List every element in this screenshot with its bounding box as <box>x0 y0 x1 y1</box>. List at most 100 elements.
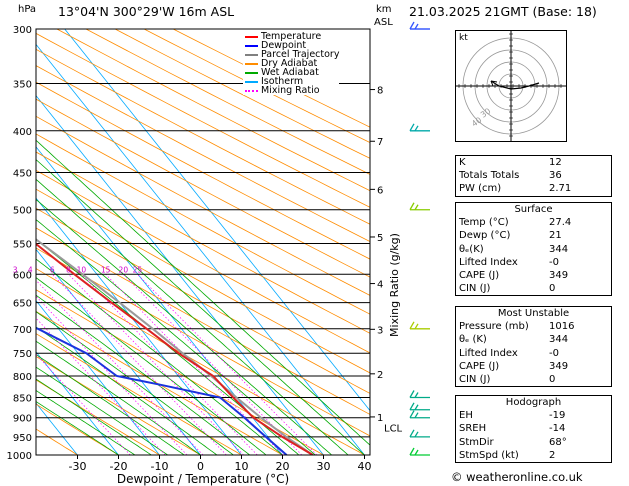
index-row: PW (cm) 2.71 <box>456 182 611 195</box>
dry-adiabat-line <box>114 29 370 159</box>
most-unstable-row: Pressure (mb) 1016 <box>456 320 611 333</box>
index-row: Totals Totals 36 <box>456 169 611 182</box>
legend-item-dry-adiabat: Dry Adiabat <box>243 59 339 68</box>
legend-swatch <box>245 45 258 47</box>
isotherm-line <box>36 299 160 455</box>
legend-label: Mixing Ratio <box>261 85 320 96</box>
asl-unit-label: ASL <box>374 17 393 28</box>
dry-adiabat-line <box>36 115 370 296</box>
legend-swatch <box>245 63 258 65</box>
wet-adiabat-line <box>36 326 218 455</box>
copyright-text: © weatheronline.co.uk <box>451 470 583 484</box>
index-value: 12 <box>549 157 562 168</box>
wet-adiabat-line <box>36 311 234 455</box>
isotherm-line <box>64 29 370 412</box>
legend-label: Isotherm <box>261 76 304 87</box>
isotherm-line <box>36 197 242 455</box>
legend-label: Dewpoint <box>261 40 307 51</box>
surface-row: Lifted Index -0 <box>456 256 611 269</box>
mixing-ratio-label: 6 <box>50 265 55 274</box>
plot-area <box>36 29 370 455</box>
datetime-title: 21.03.2025 21GMT (Base: 18) <box>409 4 597 19</box>
mixing-ratio-label: 8 <box>66 265 71 274</box>
pressure-tick-label: 300 <box>13 25 32 36</box>
wind-barb <box>409 202 430 211</box>
mixing-ratio-label: 4 <box>28 265 33 274</box>
wet-adiabat-line <box>36 390 136 455</box>
surface-value: 344 <box>549 243 569 255</box>
indices-table: K 12 Totals Totals 36 PW (cm) 2.71 <box>455 155 612 197</box>
mixing-ratio-label: 20 <box>119 265 129 274</box>
pressure-tick-label: 950 <box>13 433 32 444</box>
hodograph-label: SREH <box>459 423 487 435</box>
surface-row: Temp (°C) 27.4 <box>456 216 611 229</box>
surface-label: Lifted Index <box>459 256 518 268</box>
legend-swatch <box>245 36 258 38</box>
legend-swatch <box>245 90 258 92</box>
hodograph-arrow-icon <box>490 80 498 87</box>
surface-value: 0 <box>549 283 556 295</box>
height-km-tick-label: 6 <box>377 185 383 196</box>
most-unstable-label: CAPE (J) <box>459 360 500 372</box>
surface-value: 21 <box>549 230 562 242</box>
pressure-tick-label: 550 <box>13 239 32 250</box>
legend-item-dewpoint: Dewpoint <box>243 41 339 50</box>
dry-adiabat-line <box>36 81 370 260</box>
legend-label: Wet Adiabat <box>261 67 319 78</box>
temperature-tick-label: 10 <box>235 460 249 473</box>
hodograph-units: kt <box>459 33 468 43</box>
wet-adiabat-line <box>36 354 185 455</box>
pressure-tick-label: 700 <box>13 325 32 336</box>
index-value: 36 <box>549 170 562 182</box>
most-unstable-title: Most Unstable <box>497 308 570 319</box>
legend-item-parcel-trajectory: Parcel Trajectory <box>243 50 339 59</box>
dry-adiabat-line <box>36 48 370 225</box>
hodograph-label: EH <box>459 410 473 422</box>
dry-adiabat-line <box>36 98 370 278</box>
wind-barb <box>409 321 430 330</box>
mixing-ratio-label: 3 <box>13 265 18 274</box>
temperature-tick-label: -10 <box>151 460 169 473</box>
hodograph-value: 68° <box>549 436 567 448</box>
temperature-tick-label: 40 <box>358 460 372 473</box>
most-unstable-row: θₑ (K) 344 <box>456 333 611 346</box>
pressure-tick-label: 850 <box>13 393 32 404</box>
most-unstable-label: Pressure (mb) <box>459 321 529 333</box>
index-label: PW (cm) <box>459 183 502 195</box>
wet-adiabat-line <box>36 366 168 455</box>
hodograph-label: StmSpd (kt) <box>459 449 519 461</box>
parcel-trajectory-line <box>36 238 314 455</box>
temperature-tick-label: 0 <box>197 460 204 473</box>
dry-adiabat-line <box>36 379 160 455</box>
wet-adiabat-line <box>36 378 152 455</box>
mixing-ratio-line <box>81 274 258 455</box>
wind-barb <box>409 429 430 438</box>
most-unstable-row: Lifted Index -0 <box>456 347 611 360</box>
pressure-tick-label: 400 <box>13 127 32 138</box>
legend-item-temperature: Temperature <box>243 32 339 41</box>
x-axis-title: Dewpoint / Temperature (°C) <box>117 472 289 486</box>
temperature-line <box>36 242 314 455</box>
most-unstable-row: CAPE (J) 349 <box>456 360 611 373</box>
lcl-label: LCL <box>384 424 403 435</box>
location-title: 13°04'N 300°29'W 16m ASL <box>58 4 235 19</box>
wind-barb <box>409 410 430 419</box>
mixing-ratio-label: 10 <box>77 265 87 274</box>
dry-adiabat-line <box>36 355 201 455</box>
height-km-tick-label: 8 <box>377 86 383 97</box>
dry-adiabat-line <box>36 333 242 455</box>
dry-adiabat-line <box>36 403 119 455</box>
surface-value: 27.4 <box>549 217 572 229</box>
hodograph-value: 2 <box>549 449 556 461</box>
legend-item-mixing-ratio: Mixing Ratio <box>243 86 339 95</box>
isotherm-line <box>36 43 365 455</box>
height-km-tick-label: 7 <box>377 137 383 148</box>
legend-swatch <box>245 54 258 56</box>
surface-label: Temp (°C) <box>459 217 509 229</box>
pressure-tick-label: 800 <box>13 372 32 383</box>
height-km-tick-label: 2 <box>377 370 383 381</box>
isotherm-line <box>36 248 201 455</box>
most-unstable-label: Lifted Index <box>459 347 518 359</box>
